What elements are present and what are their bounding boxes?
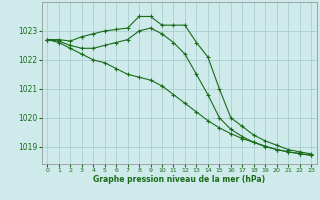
X-axis label: Graphe pression niveau de la mer (hPa): Graphe pression niveau de la mer (hPa) (93, 175, 265, 184)
